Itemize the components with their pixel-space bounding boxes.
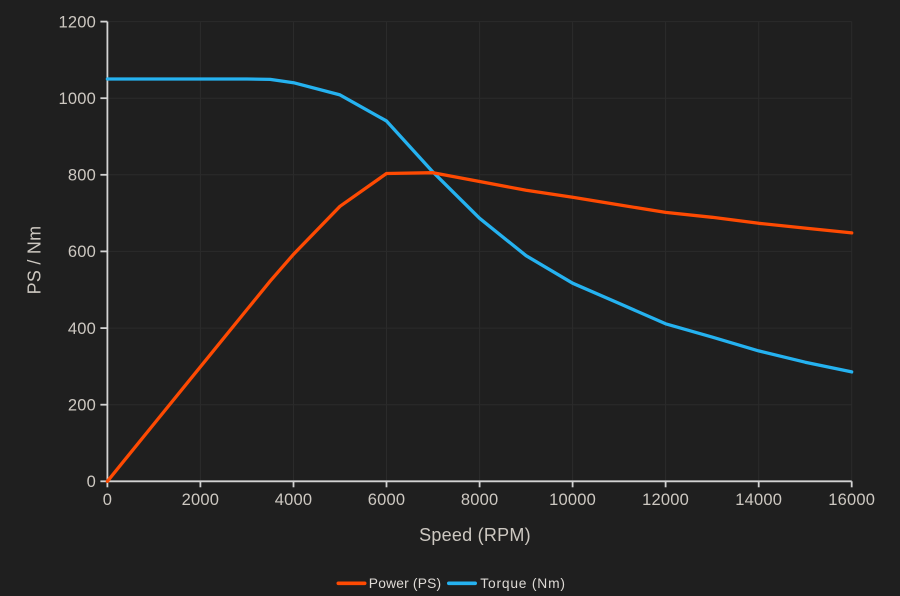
svg-text:4000: 4000 [275,491,313,509]
svg-text:12000: 12000 [642,491,689,509]
svg-text:6000: 6000 [368,491,406,509]
svg-text:400: 400 [68,320,96,338]
svg-text:Torque (Nm): Torque (Nm) [480,576,565,591]
svg-text:0: 0 [87,473,96,491]
svg-text:200: 200 [68,397,96,415]
svg-text:PS / Nm: PS / Nm [25,226,45,295]
svg-text:2000: 2000 [182,491,220,509]
svg-text:1000: 1000 [58,90,96,108]
svg-text:8000: 8000 [461,491,499,509]
svg-text:10000: 10000 [549,491,596,509]
svg-text:600: 600 [68,243,96,261]
svg-text:800: 800 [68,167,96,185]
svg-text:1200: 1200 [58,13,96,31]
svg-text:Speed (RPM): Speed (RPM) [419,525,531,545]
svg-text:14000: 14000 [735,491,782,509]
svg-text:16000: 16000 [828,491,875,509]
svg-text:Power (PS): Power (PS) [369,576,442,591]
svg-text:0: 0 [103,491,112,509]
